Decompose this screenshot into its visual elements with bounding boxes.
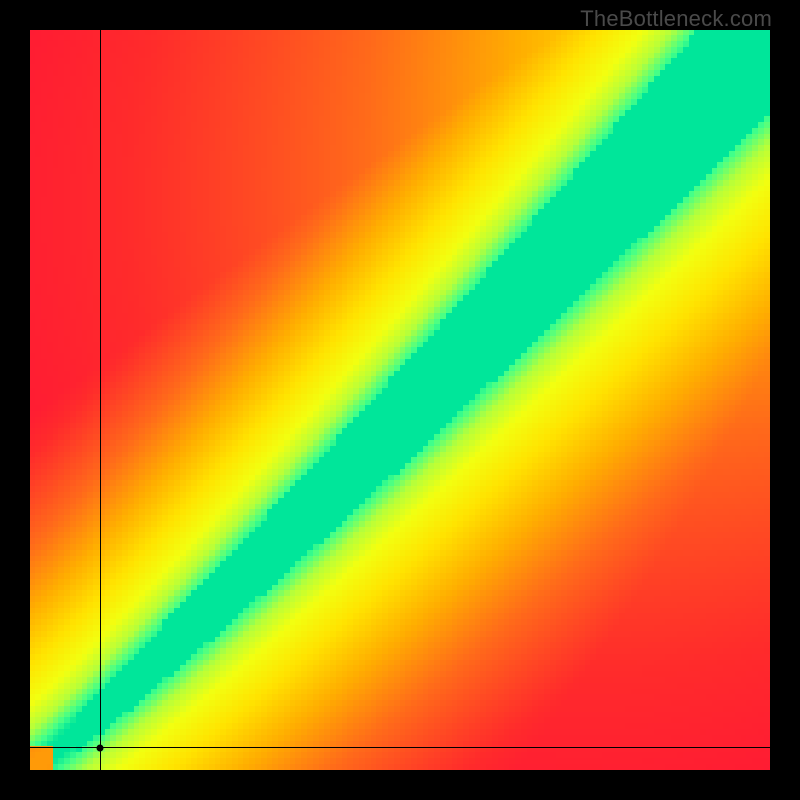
crosshair-horizontal — [30, 747, 770, 748]
bottleneck-heatmap — [30, 30, 770, 770]
plot-area — [30, 30, 770, 770]
chart-container: TheBottleneck.com — [0, 0, 800, 800]
crosshair-vertical — [100, 30, 101, 770]
watermark-text: TheBottleneck.com — [580, 6, 772, 32]
selection-marker — [97, 744, 104, 751]
